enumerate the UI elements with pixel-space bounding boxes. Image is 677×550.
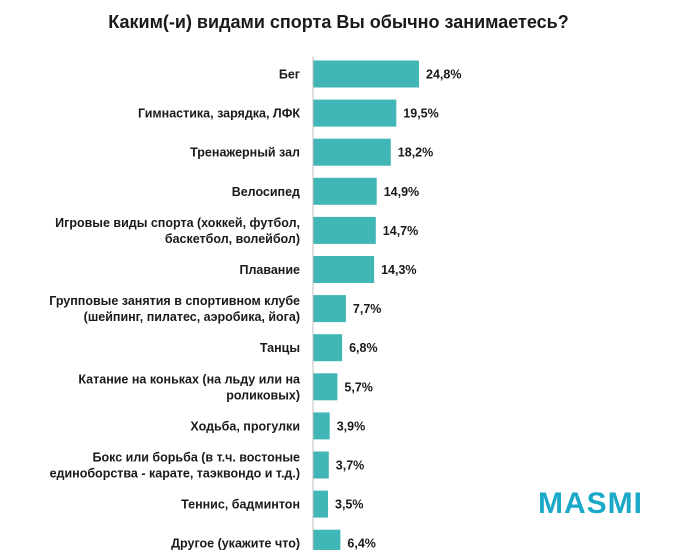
- bar-8: [313, 373, 338, 401]
- value-label-9: 3,9%: [337, 419, 366, 433]
- category-label-3: Велосипед: [232, 185, 300, 199]
- category-label-11: Теннис, бадминтон: [181, 498, 300, 512]
- category-label-4-line-0: Игровые виды спорта (хоккей, футбол,: [55, 216, 300, 230]
- category-label-10-line-0: Бокс или борьба (в т.ч. востоные: [93, 451, 301, 465]
- value-label-3: 14,9%: [384, 185, 419, 199]
- bar-12: [313, 529, 341, 550]
- bar-9: [313, 412, 330, 440]
- category-label-4-line-1: баскетбол, волейбол): [165, 232, 300, 246]
- category-label-8-line-1: роликовых): [226, 388, 300, 402]
- bar-10: [313, 451, 329, 479]
- bar-3: [313, 177, 377, 205]
- bar-5: [313, 256, 375, 283]
- value-label-0: 24,8%: [426, 68, 461, 82]
- bar-6: [313, 295, 346, 323]
- category-label-12: Другое (укажите что): [171, 537, 300, 550]
- category-label-10-line-1: единоборства - карате, таэквондо и т.д.): [50, 467, 300, 481]
- value-label-12: 6,4%: [347, 537, 376, 550]
- category-label-2: Тренажерный зал: [190, 146, 300, 160]
- bar-2: [313, 138, 391, 166]
- bar-7: [313, 334, 343, 362]
- category-label-5: Плавание: [239, 263, 300, 277]
- bar-1: [313, 99, 397, 127]
- category-label-8-line-0: Катание на коньках (на льду или на: [78, 372, 301, 386]
- category-label-1: Гимнастика, зарядка, ЛФК: [138, 107, 300, 121]
- category-label-6-line-0: Групповые занятия в спортивном клубе: [49, 294, 300, 308]
- bar-4: [313, 216, 376, 244]
- value-label-7: 6,8%: [349, 341, 378, 355]
- value-label-5: 14,3%: [381, 263, 416, 277]
- value-label-11: 3,5%: [335, 498, 364, 512]
- value-label-4: 14,7%: [383, 224, 418, 238]
- bar-0: [313, 60, 419, 88]
- value-label-6: 7,7%: [353, 302, 382, 316]
- chart-title: Каким(-и) видами спорта Вы обычно занима…: [108, 12, 569, 32]
- category-label-0: Бег: [279, 68, 300, 82]
- value-label-2: 18,2%: [398, 146, 433, 160]
- value-label-10: 3,7%: [336, 459, 365, 473]
- category-label-7: Танцы: [260, 341, 300, 355]
- category-label-6-line-1: (шейпинг, пилатес, аэробика, йога): [84, 310, 300, 324]
- category-label-9: Ходьба, прогулки: [190, 419, 300, 433]
- masmi-logo: MASMI: [538, 487, 643, 520]
- value-label-8: 5,7%: [344, 380, 373, 394]
- bar-11: [313, 490, 328, 518]
- value-label-1: 19,5%: [403, 107, 438, 121]
